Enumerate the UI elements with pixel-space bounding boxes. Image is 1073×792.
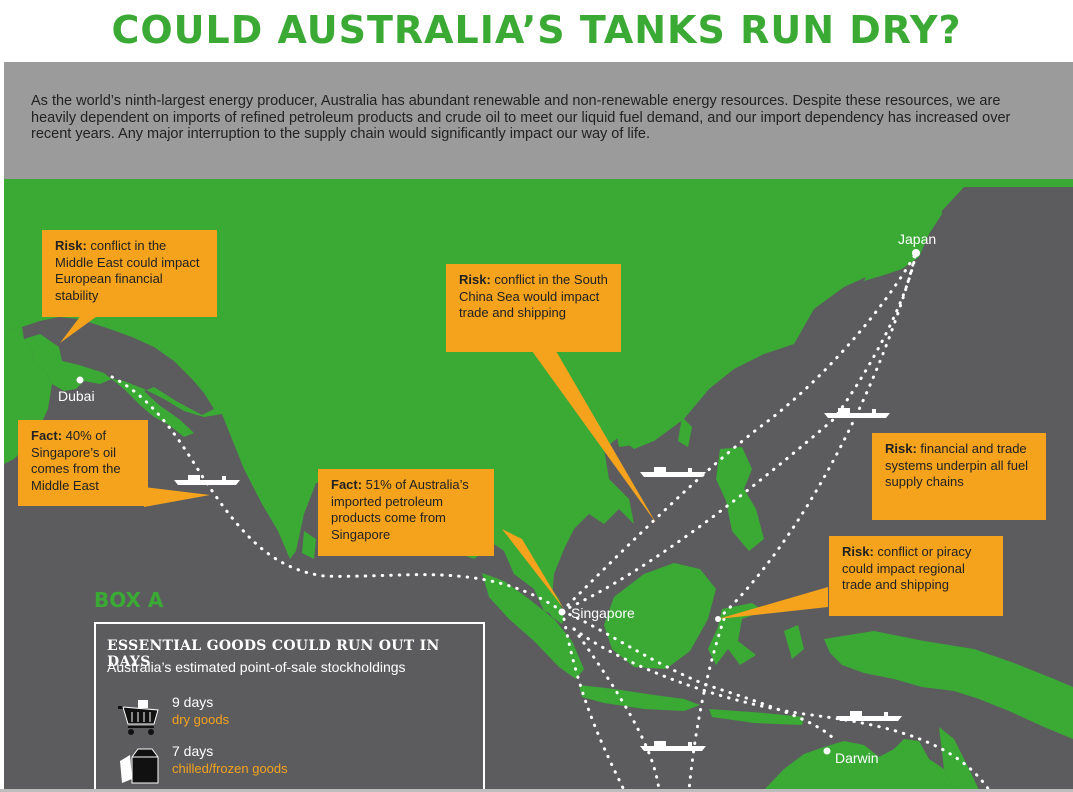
callout-financial-risk: Risk: financial and trade systems underp… [872,433,1046,520]
sumatra-landmass [482,573,584,679]
java-landmass [579,685,700,711]
stock-label: dry goods [172,712,230,727]
callout-text: conflict in the South China Sea would im… [459,272,608,320]
box-a-title: ESSENTIAL GOODS COULD RUN OUT IN DAYS [107,638,440,670]
intro-text: As the world’s ninth-largest energy prod… [4,62,1073,179]
ship-icon [640,741,706,751]
callout-south-china-sea-risk: Risk: conflict in the South China Sea wo… [446,264,621,352]
callout-label: Risk: [885,441,917,456]
callout-label: Risk: [55,238,87,253]
arabia-landmass [4,327,52,464]
callout-text: financial and trade systems underpin all… [885,441,1029,489]
callout-text: conflict in the Middle East could impact… [55,238,200,303]
borneo-landmass [604,563,716,669]
callout-singapore-oil-fact: Fact: 40% of Singapore’s oil comes from … [18,420,148,506]
callout-pointers [60,314,828,619]
newguinea-landmass [824,631,1073,739]
callout-middle-east-risk: Risk: conflict in the Middle East could … [42,230,217,317]
stock-days: 7 days [172,743,214,759]
box-a-heading: BOX A [94,588,164,612]
shipping-routes [110,251,991,790]
city-label-darwin: Darwin [835,750,879,766]
australia-landmass [764,739,954,790]
callout-text: 40% of Singapore’s oil comes from the Mi… [31,428,121,493]
ship-icon [640,467,706,477]
hainan-landmass [616,429,634,447]
philippines-landmass [716,447,764,551]
callout-imports-fact: Fact: 51% of Australia’s imported petrol… [318,469,494,556]
callout-label: Risk: [459,272,491,287]
callout-piracy-risk: Risk: conflict or piracy could impact re… [829,536,1003,616]
asia-landmass [4,179,1073,617]
city-label-dubai: Dubai [58,388,95,404]
callout-text: 51% of Australia’s imported petroleum pr… [331,477,469,542]
stock-days: 9 days [172,694,214,710]
ship-icon [836,711,902,721]
maluku-landmass [784,625,804,659]
stock-item-chilled-goods: 7 days chilled/frozen goods [118,743,418,787]
japan-landmass [864,184,942,281]
callout-label: Risk: [842,544,874,559]
srilanka-landmass [302,531,316,559]
page-title: COULD AUSTRALIA’S TANKS RUN DRY? [111,8,962,52]
city-label-singapore: Singapore [571,605,635,621]
malay-landmass [540,579,564,624]
callout-text: conflict or piracy could impact regional… [842,544,972,592]
stock-label: chilled/frozen goods [172,761,288,776]
lesser-sunda-landmass [709,709,804,725]
map-graphic [4,179,1073,790]
callout-label: Fact: [31,428,63,443]
stock-item-dry-goods: 9 days dry goods [118,694,418,738]
city-label-japan: Japan [898,231,937,247]
ship-icon [824,408,890,418]
ship-icon [174,475,240,485]
milk-carton-icon [120,748,159,784]
map: Risk: conflict in the Middle East could … [4,179,1073,790]
shopping-cart-icon [118,700,159,735]
taiwan-landmass [678,417,692,447]
ship-icons [174,408,902,751]
callout-label: Fact: [331,477,363,492]
box-a-subtitle: Australia’s estimated point-of-sale stoc… [107,659,406,675]
bottom-border [0,789,1073,792]
box-a-panel: ESSENTIAL GOODS COULD RUN OUT IN DAYS Au… [94,622,485,790]
city-dots [76,249,920,755]
